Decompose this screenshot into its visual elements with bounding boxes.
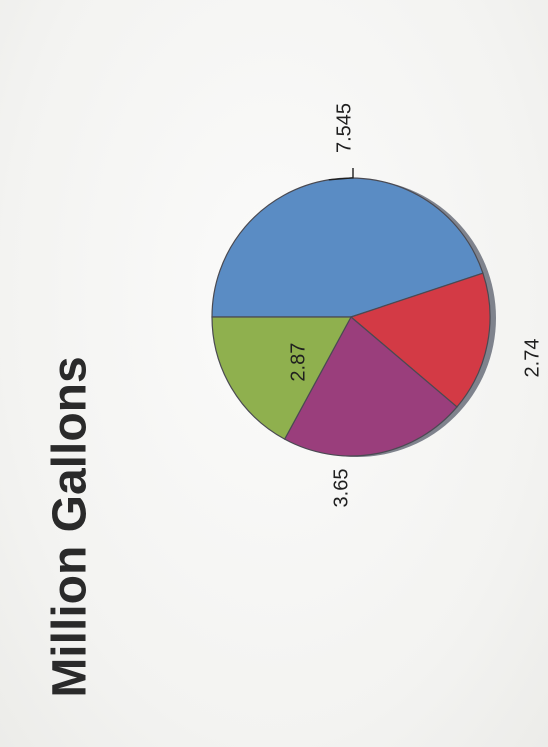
- chart-title: Million Gallons: [44, 356, 97, 697]
- label-group: 7.545 2.74 3.65 2.87: [288, 103, 544, 508]
- chart-title-group: Million Gallons: [44, 356, 97, 697]
- leader-line-1: [328, 168, 354, 181]
- pie-slice-2: [349, 272, 491, 408]
- data-label-1: 7.545: [333, 103, 355, 153]
- data-label-4: 2.87: [288, 343, 310, 382]
- data-label-group-1: 7.545: [333, 103, 355, 153]
- pie-group: [211, 177, 496, 457]
- data-label-group-3: 3.65: [330, 469, 352, 508]
- data-label-group-2: 2.74: [521, 339, 543, 378]
- pie-slice-3: [283, 316, 458, 457]
- data-label-2: 2.74: [521, 339, 543, 378]
- data-label-3: 3.65: [330, 469, 352, 508]
- pie-slice-4: [211, 316, 353, 440]
- data-label-group-4: 2.87: [288, 343, 310, 382]
